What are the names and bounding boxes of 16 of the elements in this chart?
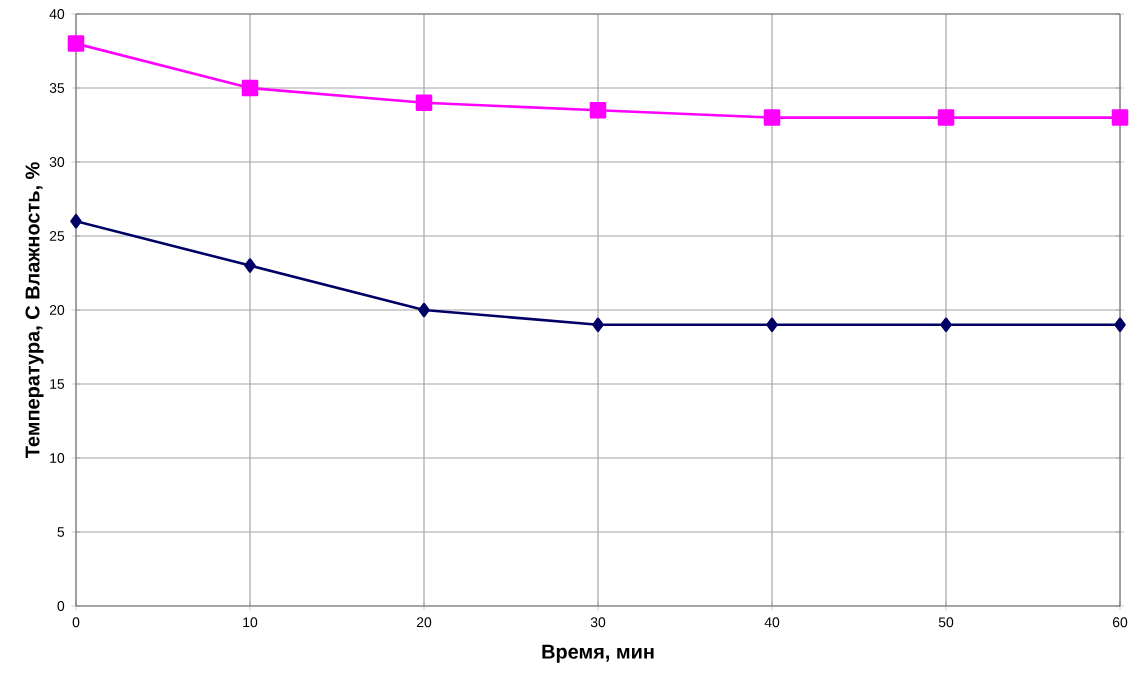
point xyxy=(241,79,259,97)
point xyxy=(1114,317,1126,333)
point xyxy=(418,302,430,318)
point xyxy=(415,94,433,112)
point xyxy=(592,317,604,333)
point xyxy=(940,317,952,333)
point xyxy=(589,101,607,119)
point xyxy=(766,317,778,333)
point xyxy=(70,213,82,229)
point xyxy=(763,109,781,126)
point xyxy=(244,258,256,273)
point xyxy=(67,35,85,52)
point xyxy=(1111,109,1129,126)
x-axis-title: Время, мин xyxy=(542,644,654,663)
y-axis-title: Температура, С Влажность, % xyxy=(25,162,44,459)
point xyxy=(937,109,955,126)
